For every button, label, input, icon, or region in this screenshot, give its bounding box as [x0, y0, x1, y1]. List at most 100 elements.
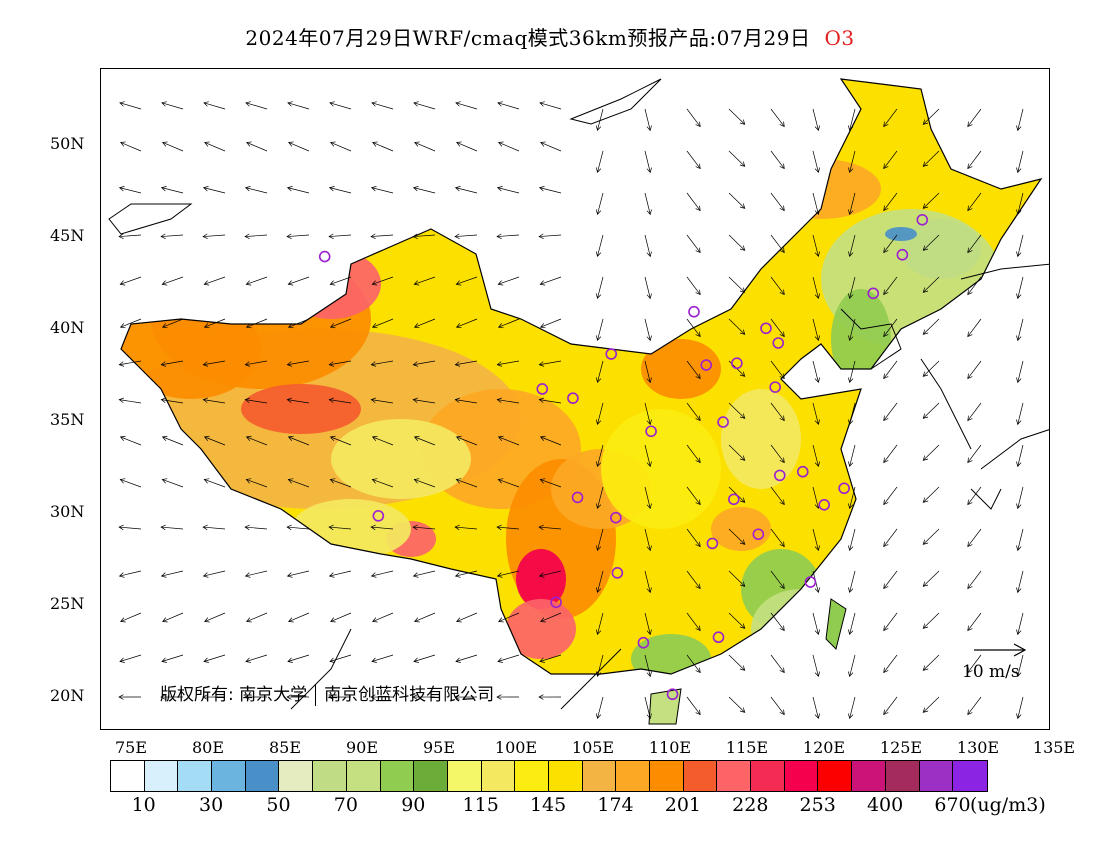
wind-arrow — [1016, 528, 1024, 552]
field-patch — [506, 599, 576, 659]
wind-arrow-head — [595, 293, 602, 299]
wind-arrow-shaft — [119, 654, 142, 662]
lon-label: 130E — [956, 738, 1000, 757]
wind-arrow-head — [695, 373, 701, 380]
wind-arrow-shaft — [728, 528, 746, 545]
legend-swatch — [447, 761, 482, 791]
legend-tick-label: 70 — [333, 794, 358, 816]
wind-arrow-shaft — [849, 360, 856, 383]
wind-arrow-shaft — [497, 526, 520, 530]
wind-arrow-head — [540, 141, 546, 147]
wind-arrow — [922, 402, 940, 419]
wind-arrow — [496, 524, 520, 531]
wind-arrow-head — [203, 478, 210, 484]
wind-arrow-shaft — [498, 436, 520, 446]
wind-arrow-shaft — [540, 436, 562, 446]
wind-arrow-head — [646, 125, 652, 132]
wind-arrow-shaft — [204, 612, 226, 622]
wind-arrow-head — [118, 524, 124, 531]
wind-arrow-head — [646, 167, 652, 174]
field-patch — [641, 339, 721, 399]
wind-arrow — [883, 444, 898, 464]
wind-arrow-shaft — [686, 318, 701, 337]
legend-unit: (ug/m3) — [970, 794, 1046, 816]
wind-arrow — [644, 528, 652, 552]
wind-arrow-head — [595, 545, 602, 551]
wind-arrow — [288, 612, 310, 623]
wind-arrow — [770, 360, 785, 380]
wind-arrow — [644, 486, 652, 510]
wind-arrow — [413, 654, 436, 663]
caspian-coast — [108, 203, 193, 235]
wind-arrow — [496, 233, 520, 239]
wind-arrow — [922, 276, 940, 293]
wind-arrow — [644, 360, 652, 384]
wind-arrow — [288, 141, 310, 152]
wind-arrow-head — [119, 478, 126, 484]
wind-arrow-shaft — [849, 696, 856, 719]
legend-swatch — [616, 761, 650, 791]
wind-arrow — [770, 108, 785, 128]
wind-arrow-shaft — [245, 234, 268, 237]
wind-arrow-head — [118, 186, 125, 192]
wind-arrow-head — [779, 205, 785, 212]
wind-arrow-head — [1016, 503, 1022, 510]
wind-arrow — [160, 694, 184, 700]
wind-arrow-shaft — [922, 360, 940, 377]
wind-arrow-shaft — [883, 192, 898, 211]
wind-arrow — [286, 397, 310, 404]
wind-arrow-head — [883, 331, 889, 338]
wind-arrow — [540, 141, 562, 152]
wind-arrow-head — [739, 581, 746, 587]
wind-arrow-shaft — [728, 150, 746, 167]
wind-arrow-shaft — [119, 102, 142, 110]
wind-arrow-head — [779, 499, 785, 506]
wind-arrow-shaft — [644, 318, 651, 341]
wind-arrow-head — [814, 629, 820, 636]
wind-arrow-head — [967, 331, 973, 338]
wind-arrow-head — [595, 671, 602, 677]
wind-arrow — [922, 696, 940, 713]
wind-arrow-head — [244, 572, 251, 578]
wind-arrow-shaft — [849, 276, 856, 299]
wind-arrow-head — [287, 280, 294, 286]
wind-arrow-head — [370, 361, 377, 367]
wind-arrow — [455, 101, 478, 110]
wind-arrow-head — [922, 245, 929, 251]
wind-arrow — [770, 192, 785, 212]
wind-arrow — [539, 654, 562, 663]
wind-arrow — [644, 234, 652, 258]
legend-swatch — [144, 761, 179, 791]
wind-arrow-shaft — [119, 234, 142, 237]
wind-arrow-head — [370, 186, 377, 192]
lat-label: 25N — [50, 594, 85, 613]
wind-arrow-shaft — [644, 528, 651, 551]
wind-arrow-head — [967, 541, 973, 548]
wind-arrow — [328, 186, 352, 194]
wind-arrow-head — [646, 251, 652, 258]
wind-arrow-head — [454, 572, 461, 578]
wind-arrow-head — [646, 377, 652, 384]
wind-arrow-head — [646, 587, 652, 594]
wind-arrow-shaft — [644, 108, 651, 131]
legend-swatch — [548, 761, 583, 791]
wind-arrow — [883, 150, 898, 170]
wind-arrow — [203, 654, 226, 663]
city-marker — [760, 322, 772, 335]
wind-arrow-head — [646, 419, 652, 426]
wind-arrow — [496, 397, 520, 404]
wind-arrow-shaft — [922, 654, 940, 671]
wind-arrow-head — [330, 141, 336, 147]
wind-arrow — [118, 694, 142, 700]
wind-arrow — [412, 524, 436, 531]
wind-arrow-shaft — [245, 102, 268, 110]
wind-arrow — [161, 654, 184, 663]
wind-arrow — [328, 397, 352, 404]
wind-arrow-head — [203, 657, 209, 663]
wind-arrow-shaft — [1017, 360, 1024, 383]
wind-arrow-shaft — [330, 436, 352, 446]
wind-arrow — [883, 108, 898, 128]
wind-arrow — [371, 478, 394, 488]
wind-arrow-shaft — [204, 142, 226, 152]
wind-arrow-shaft — [119, 399, 142, 404]
